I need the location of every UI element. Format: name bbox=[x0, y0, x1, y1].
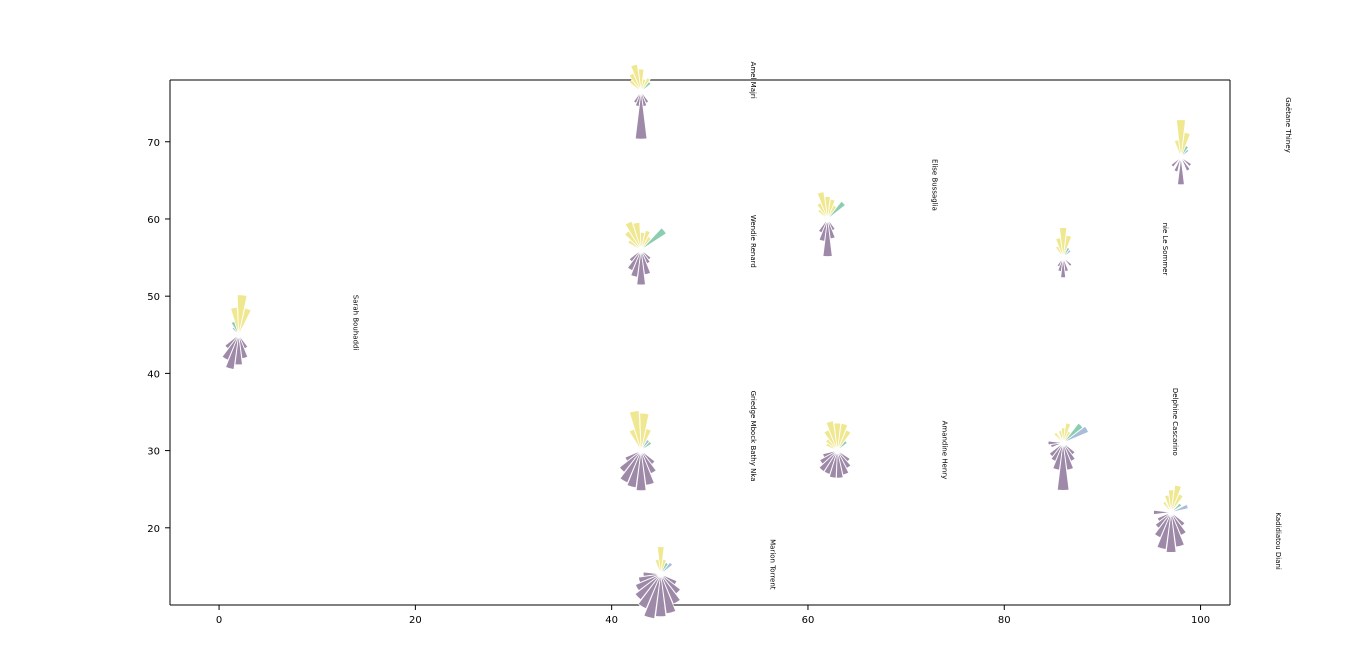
y-tick-label: 50 bbox=[147, 292, 160, 303]
player-rose bbox=[1056, 228, 1072, 278]
player-label: Marion Torrent bbox=[769, 539, 777, 590]
player-label: Sarah Bouhaddi bbox=[352, 295, 360, 351]
x-tick-label: 60 bbox=[802, 615, 815, 626]
axes: 0 20 40 60 80 100 20 30 40 50 60 70 bbox=[147, 80, 1230, 626]
player-rose bbox=[629, 64, 651, 139]
player-label: Elise Bussaglia bbox=[931, 159, 939, 211]
player-rose bbox=[222, 295, 251, 370]
y-tick-label: 60 bbox=[147, 215, 160, 226]
y-tick-label: 30 bbox=[147, 447, 160, 458]
player-rose bbox=[619, 411, 656, 491]
player-label: Wendie Renard bbox=[749, 215, 757, 268]
player-label: Delphine Cascarino bbox=[1171, 388, 1179, 456]
y-tick-label: 20 bbox=[147, 524, 160, 535]
y-tick-label: 40 bbox=[147, 369, 160, 380]
player-rose bbox=[1048, 423, 1088, 490]
players-rose-scatter: 0 20 40 60 80 100 20 30 40 50 60 70 Sarah Bouhaddi Am… bbox=[0, 0, 1366, 671]
y-tick-label: 70 bbox=[147, 138, 160, 149]
player-label: Gaëtane Thiney bbox=[1284, 97, 1292, 153]
player-rose bbox=[635, 547, 680, 619]
x-tick-label: 0 bbox=[216, 615, 222, 626]
player-label: Kadidiatou Diani bbox=[1274, 512, 1282, 570]
player-rose bbox=[819, 421, 851, 478]
player-label: nie Le Sommer bbox=[1161, 223, 1169, 276]
player-label: Griedge Mbock Bathy Nka bbox=[749, 391, 757, 482]
player-label: Amel Majri bbox=[749, 62, 757, 99]
x-tick-label: 80 bbox=[998, 615, 1011, 626]
player-label: Amandine Henry bbox=[940, 421, 948, 480]
x-tick-label: 100 bbox=[1191, 615, 1210, 626]
player-rose bbox=[1154, 485, 1189, 552]
x-tick-label: 20 bbox=[409, 615, 422, 626]
x-tick-label: 40 bbox=[605, 615, 618, 626]
player-rose bbox=[625, 221, 667, 285]
player-rose bbox=[1171, 120, 1191, 185]
player-rose bbox=[817, 192, 845, 257]
